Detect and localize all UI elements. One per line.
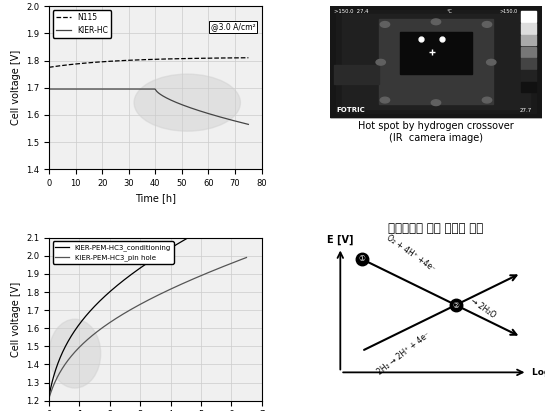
- Text: >150.0: >150.0: [500, 9, 518, 14]
- N115: [125, 58, 131, 63]
- KIER-HC: [125, 87, 131, 92]
- KIER-HC: [46, 87, 52, 92]
- Ellipse shape: [134, 74, 240, 131]
- Text: E [V]: E [V]: [327, 235, 354, 245]
- Line: N115: N115: [49, 58, 249, 67]
- Circle shape: [487, 59, 496, 65]
- N115: [171, 56, 178, 61]
- Line: KIER-PEM-HC3_pin hole: KIER-PEM-HC3_pin hole: [49, 258, 246, 397]
- Bar: [521, 70, 536, 81]
- KIER-PEM-HC3_conditioning: [208, 223, 214, 228]
- KIER-HC: [111, 87, 117, 92]
- Circle shape: [376, 59, 385, 65]
- KIER-PEM-HC3_pin hole: [164, 289, 170, 293]
- Text: °C: °C: [446, 9, 452, 14]
- Y-axis label: Cell voltage [V]: Cell voltage [V]: [10, 50, 21, 125]
- Bar: [400, 32, 472, 74]
- Circle shape: [380, 21, 390, 27]
- KIER-PEM-HC3_pin hole: [243, 255, 250, 260]
- Text: O₂ + 4H⁺ +4e⁻: O₂ + 4H⁺ +4e⁻: [384, 233, 437, 273]
- Line: KIER-PEM-HC3_conditioning: KIER-PEM-HC3_conditioning: [49, 207, 246, 395]
- KIER-PEM-HC3_pin hole: [46, 395, 52, 400]
- Text: 27.7: 27.7: [519, 108, 531, 113]
- Text: (IR  camera image): (IR camera image): [389, 133, 483, 143]
- KIER-PEM-HC3_conditioning: [243, 204, 250, 209]
- Circle shape: [482, 97, 492, 103]
- N115: [190, 56, 196, 61]
- Bar: [521, 58, 536, 69]
- Text: 혼합전위에 따른 셀전압 강하: 혼합전위에 따른 셀전압 강하: [389, 222, 483, 235]
- KIER-HC: [171, 99, 178, 104]
- Text: Log i [A/cm²]: Log i [A/cm²]: [531, 368, 545, 377]
- KIER-PEM-HC3_conditioning: [46, 393, 52, 398]
- Legend: KIER-PEM-HC3_conditioning, KIER-PEM-HC3_pin hole: KIER-PEM-HC3_conditioning, KIER-PEM-HC3_…: [52, 241, 174, 264]
- Circle shape: [431, 19, 441, 25]
- KIER-PEM-HC3_conditioning: [164, 248, 170, 253]
- KIER-PEM-HC3_pin hole: [153, 294, 159, 299]
- N115: [70, 62, 76, 67]
- Text: >150.0  27.4: >150.0 27.4: [334, 9, 368, 14]
- KIER-HC: [191, 106, 197, 111]
- Text: → 2H₂O: → 2H₂O: [469, 296, 497, 320]
- Circle shape: [482, 21, 492, 27]
- KIER-PEM-HC3_conditioning: [141, 263, 147, 268]
- Bar: [521, 35, 536, 45]
- Bar: [521, 82, 536, 92]
- Bar: [342, 14, 530, 109]
- Circle shape: [380, 97, 390, 103]
- Text: ②: ②: [452, 300, 459, 309]
- KIER-HC: [245, 122, 252, 127]
- Ellipse shape: [49, 319, 101, 388]
- Line: KIER-HC: KIER-HC: [49, 89, 249, 125]
- KIER-HC: [70, 87, 76, 92]
- KIER-HC: [190, 106, 196, 111]
- KIER-PEM-HC3_conditioning: [140, 264, 146, 269]
- N115: [46, 65, 52, 70]
- KIER-PEM-HC3_pin hole: [140, 300, 146, 305]
- Bar: [336, 10, 536, 113]
- Text: 2H₂ → 2H⁺ + 4e⁻: 2H₂ → 2H⁺ + 4e⁻: [376, 330, 432, 376]
- Text: @3.0 A/cm²: @3.0 A/cm²: [211, 23, 255, 32]
- Y-axis label: Cell voltage [V]: Cell voltage [V]: [10, 282, 21, 357]
- Legend: N115, KIER-HC: N115, KIER-HC: [53, 10, 111, 38]
- Bar: [330, 6, 542, 117]
- X-axis label: Time [h]: Time [h]: [135, 194, 176, 203]
- Bar: [521, 23, 536, 34]
- Text: FOTRIC: FOTRIC: [336, 107, 365, 113]
- N115: [191, 56, 197, 61]
- Bar: [379, 19, 493, 104]
- Bar: [521, 12, 536, 22]
- Text: Hot spot by hydrogen crossover: Hot spot by hydrogen crossover: [358, 121, 514, 131]
- Bar: [334, 65, 379, 84]
- Bar: [521, 46, 536, 57]
- N115: [111, 59, 117, 64]
- KIER-PEM-HC3_pin hole: [141, 300, 147, 305]
- N115: [245, 55, 252, 60]
- KIER-PEM-HC3_conditioning: [239, 206, 245, 211]
- Text: ①: ①: [358, 254, 365, 263]
- Circle shape: [431, 100, 441, 106]
- KIER-PEM-HC3_pin hole: [208, 269, 214, 274]
- KIER-PEM-HC3_conditioning: [153, 255, 159, 260]
- KIER-PEM-HC3_pin hole: [239, 257, 245, 262]
- Bar: [330, 6, 542, 117]
